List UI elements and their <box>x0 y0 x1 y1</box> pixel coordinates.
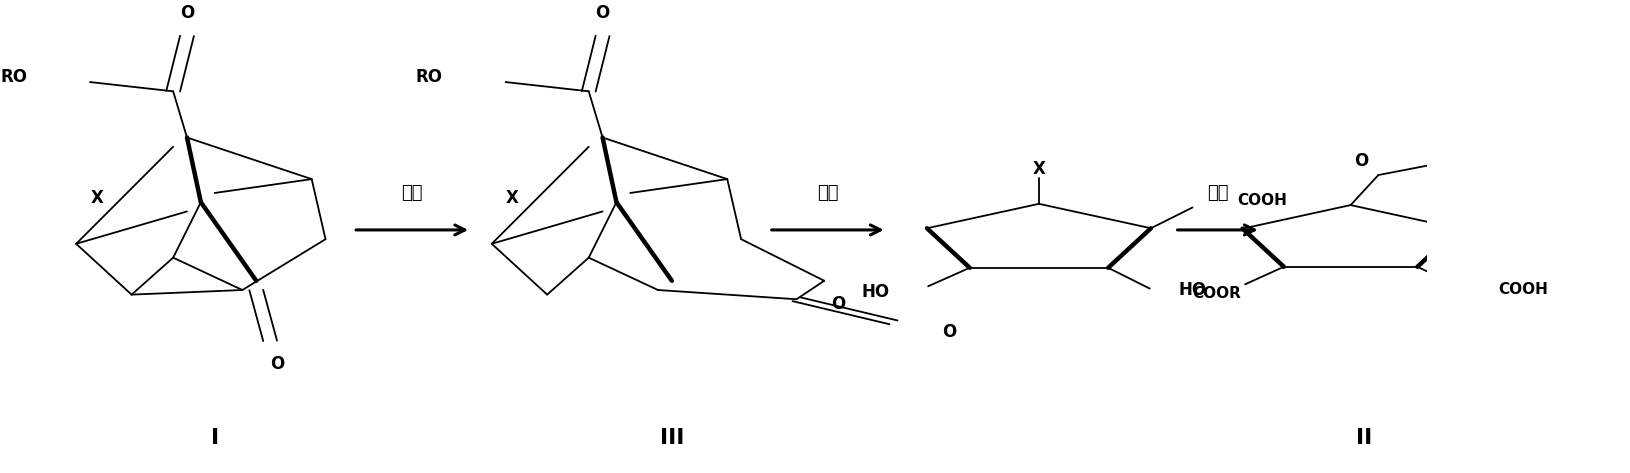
Text: II: II <box>1356 428 1372 448</box>
Text: III: III <box>660 428 685 448</box>
Text: X: X <box>1032 160 1045 178</box>
Text: HO: HO <box>1178 281 1206 299</box>
Text: I: I <box>210 428 218 448</box>
Text: O: O <box>179 4 194 22</box>
Text: RO: RO <box>0 69 28 87</box>
Text: COOH: COOH <box>1237 193 1286 208</box>
Text: 氧化: 氧化 <box>401 184 422 202</box>
Text: HO: HO <box>862 283 890 301</box>
Text: O: O <box>271 355 284 373</box>
Text: X: X <box>91 189 103 207</box>
Text: 开环: 开环 <box>817 184 838 202</box>
Text: O: O <box>595 4 610 22</box>
Text: O: O <box>942 323 957 341</box>
Text: O: O <box>831 295 846 313</box>
Text: 环合: 环合 <box>1206 184 1229 202</box>
Text: COOR: COOR <box>1192 286 1240 301</box>
Text: O: O <box>1355 152 1369 170</box>
Text: X: X <box>505 189 518 207</box>
Text: RO: RO <box>416 69 443 87</box>
Text: COOH: COOH <box>1498 282 1547 298</box>
